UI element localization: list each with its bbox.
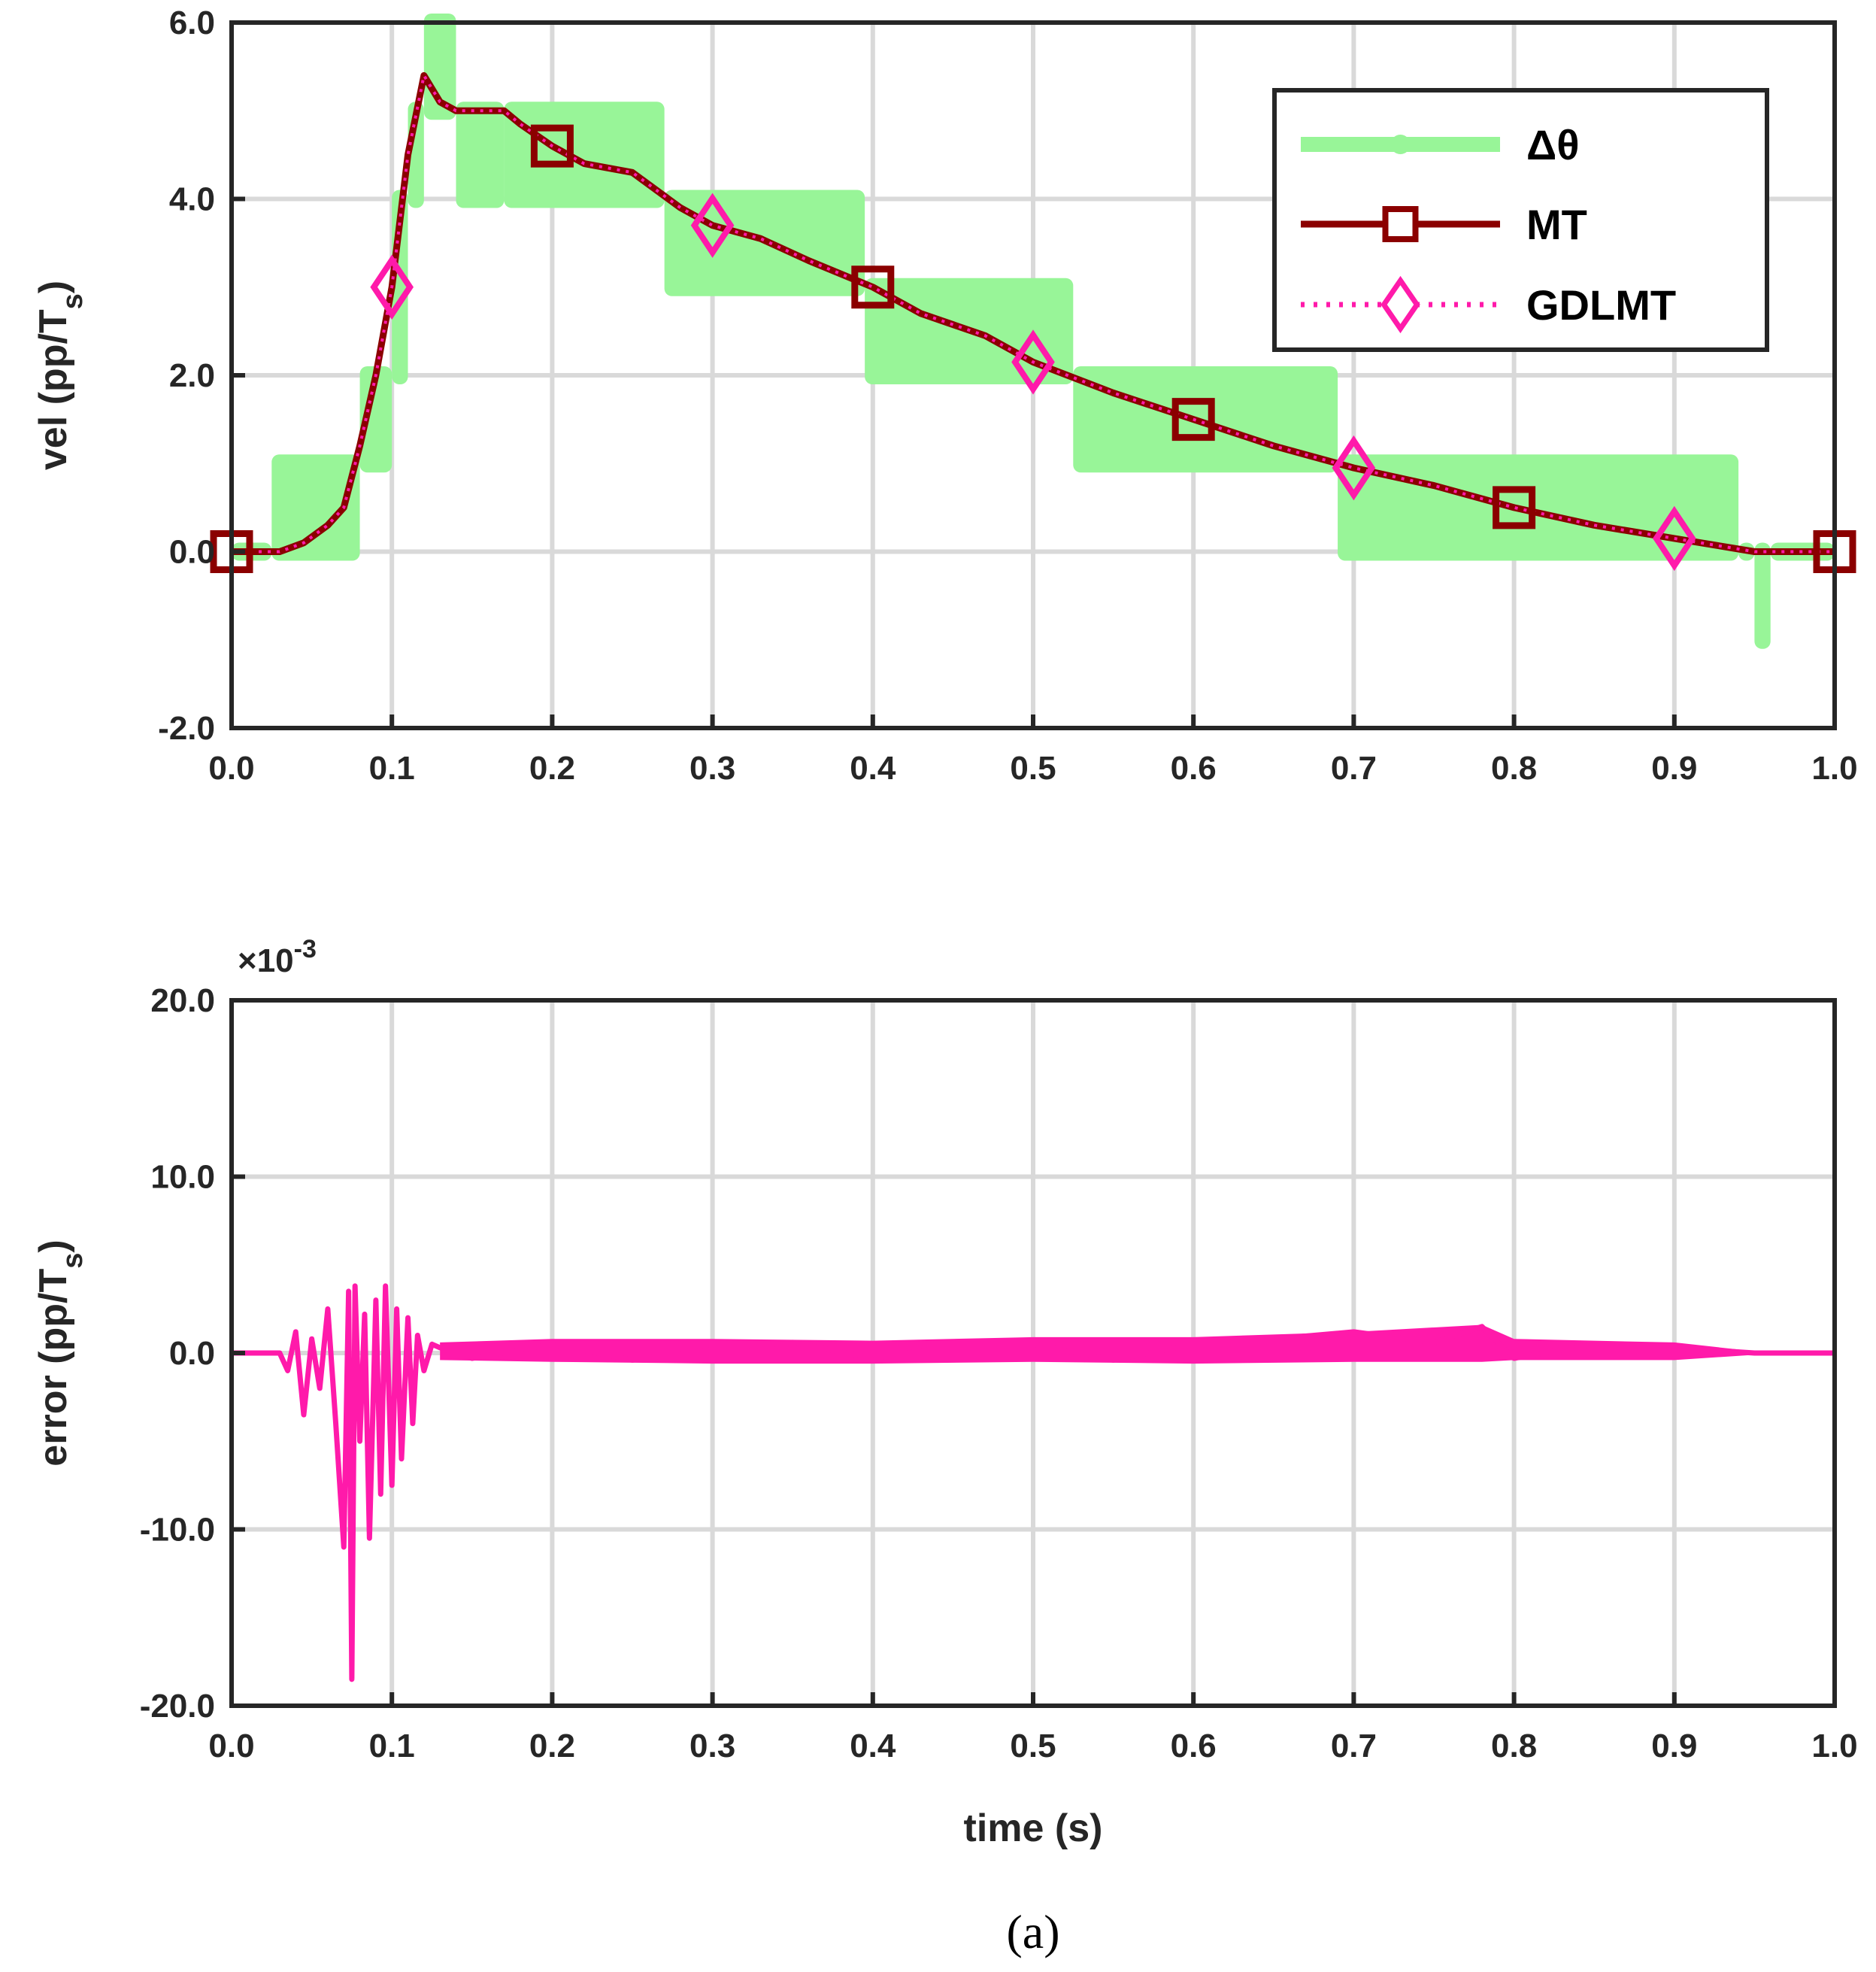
mt-marker [1493, 486, 1536, 529]
legend-marker-gdlmt [1380, 275, 1420, 334]
x-tick-label: 1.0 [1811, 1728, 1857, 1764]
x-tick-label: 0.5 [1010, 750, 1056, 787]
x-tick-label: 0.1 [369, 1728, 415, 1764]
error-chart-multiplier: ×10-3 [238, 935, 317, 979]
y-tick-label: -2.0 [158, 710, 215, 747]
x-tick-label: 0.9 [1651, 1728, 1697, 1764]
x-tick-label: 0.6 [1171, 1728, 1217, 1764]
y-tick-label: 4.0 [169, 181, 215, 218]
error-line [232, 1283, 1835, 1682]
error-chart-ticks: 0.0 0.1 0.2 0.3 0.4 0.5 0.6 0.7 0.8 0.9 1.0 -20.0 -1… [140, 982, 1858, 1764]
x-tick-label: 0.6 [1171, 750, 1217, 787]
legend-marker-delta-theta [1390, 135, 1411, 154]
delta-theta-band [271, 454, 360, 561]
x-tick-label: 0.2 [529, 750, 575, 787]
x-tick-label: 0.9 [1651, 750, 1697, 787]
error-chart-y-axis-label: error (pp/Ts) [32, 1239, 89, 1466]
x-tick-label: 0.2 [529, 1728, 575, 1764]
x-tick-label: 0.5 [1010, 1728, 1056, 1764]
gdlmt-marker [370, 254, 414, 320]
x-tick-label: 0.4 [850, 1728, 896, 1764]
error-chart-series [232, 1283, 1835, 1682]
delta-theta-band [1338, 454, 1739, 561]
x-tick-label: 0.8 [1491, 750, 1537, 787]
x-tick-label: 0.7 [1331, 1728, 1377, 1764]
gdlmt-marker [1332, 435, 1376, 501]
mt-marker [530, 124, 574, 168]
y-tick-label: 10.0 [150, 1159, 215, 1196]
x-tick-label: 0.3 [689, 750, 735, 787]
delta-theta-band [1073, 366, 1338, 473]
mt-marker [1171, 398, 1215, 441]
legend-label: GDLMT [1526, 281, 1676, 329]
x-tick-label: 0.0 [208, 750, 254, 787]
y-tick-label: -20.0 [140, 1688, 215, 1725]
x-tick-label: 0.0 [208, 1728, 254, 1764]
error-chart-x-axis-label: time (s) [964, 1807, 1103, 1850]
x-tick-label: 1.0 [1811, 750, 1857, 787]
x-tick-label: 0.7 [1331, 750, 1377, 787]
velocity-chart-y-axis-label: vel (pp/Ts) [32, 281, 89, 470]
x-tick-label: 0.3 [689, 1728, 735, 1764]
y-tick-label: 0.0 [169, 1335, 215, 1372]
error-noise-band [440, 1324, 1755, 1364]
gdlmt-marker [1011, 329, 1055, 395]
y-tick-label: -10.0 [140, 1512, 215, 1549]
delta-theta-band [359, 366, 392, 473]
y-tick-label: 20.0 [150, 982, 215, 1019]
velocity-chart: 0.0 0.1 0.2 0.3 0.4 0.5 0.6 0.7 0.8 0.9 1.0-2.00.0… [32, 5, 1858, 787]
x-tick-label: 0.1 [369, 750, 415, 787]
delta-theta-band [456, 102, 505, 208]
legend-label: Δθ [1526, 121, 1580, 168]
legend-marker-mt [1382, 206, 1419, 242]
gdlmt-marker [1652, 505, 1696, 572]
figure-caption: (a) [1006, 1905, 1059, 1958]
error-chart: 0.0 0.1 0.2 0.3 0.4 0.5 0.6 0.7 0.8 0.9 1.0 -20.0 -1… [32, 935, 1858, 1850]
legend-box [1272, 88, 1769, 352]
velocity-chart-ticks: 0.0 0.1 0.2 0.3 0.4 0.5 0.6 0.7 0.8 0.9 1.0-2.00.0… [158, 5, 1857, 787]
x-tick-label: 0.8 [1491, 1728, 1537, 1764]
legend-label: MT [1526, 201, 1587, 248]
gdlmt-marker [690, 193, 735, 258]
y-tick-label: 0.0 [169, 534, 215, 571]
x-tick-label: 0.4 [850, 750, 896, 787]
legend: Δθ MT GDLMT [1272, 88, 1769, 352]
y-tick-label: 6.0 [169, 5, 215, 41]
delta-theta-band [504, 102, 665, 208]
y-tick-label: 2.0 [169, 357, 215, 394]
mt-marker [851, 265, 895, 309]
velocity-chart-series [210, 14, 1856, 649]
delta-theta-band [1754, 542, 1771, 649]
